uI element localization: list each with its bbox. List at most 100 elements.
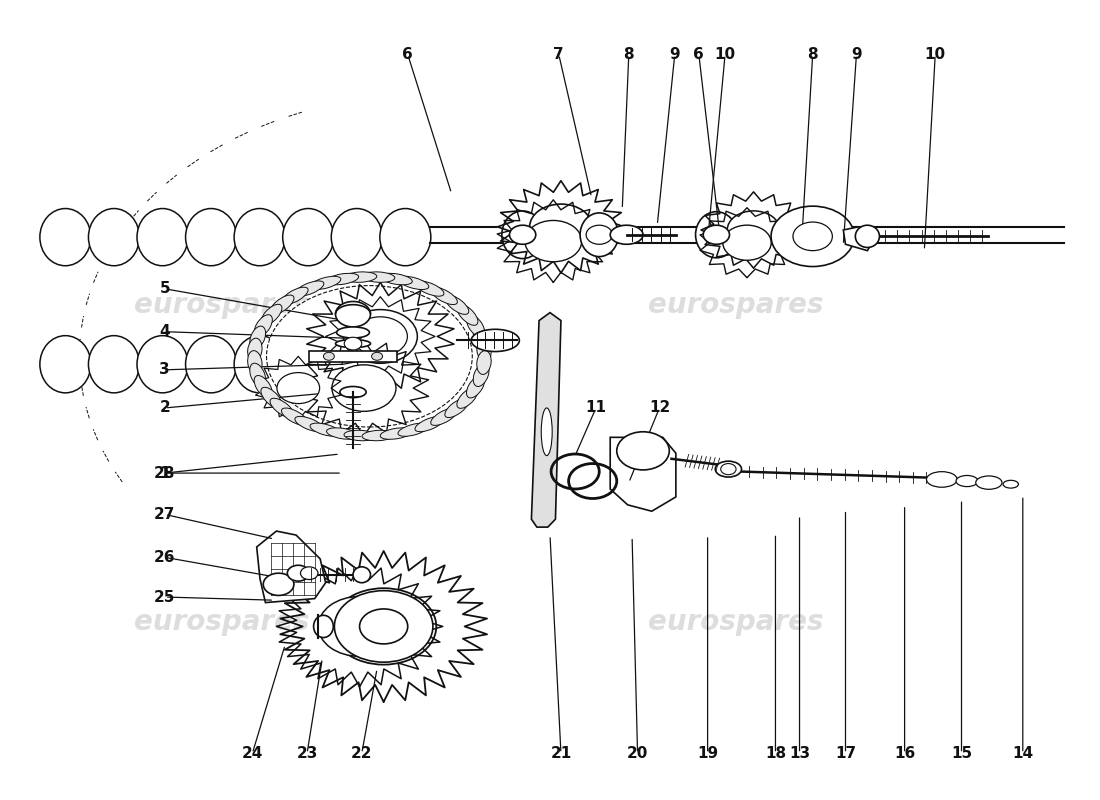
Text: 14: 14: [1012, 746, 1033, 761]
Ellipse shape: [415, 281, 444, 296]
Ellipse shape: [344, 430, 377, 441]
Ellipse shape: [336, 340, 371, 347]
Polygon shape: [280, 551, 487, 702]
Ellipse shape: [466, 375, 485, 398]
Polygon shape: [256, 531, 326, 602]
Ellipse shape: [353, 567, 371, 582]
Circle shape: [263, 573, 294, 595]
Ellipse shape: [695, 212, 737, 258]
Circle shape: [372, 352, 383, 360]
Circle shape: [287, 566, 309, 581]
Text: 20: 20: [627, 746, 648, 761]
Text: 19: 19: [697, 746, 718, 761]
Ellipse shape: [444, 295, 469, 314]
Ellipse shape: [88, 336, 140, 393]
Polygon shape: [844, 227, 876, 250]
Circle shape: [334, 590, 433, 662]
Text: 13: 13: [789, 746, 810, 761]
Text: 25: 25: [154, 590, 175, 605]
Text: 9: 9: [670, 47, 680, 62]
Text: 8: 8: [807, 47, 818, 62]
Ellipse shape: [254, 375, 273, 398]
Text: 21: 21: [550, 746, 572, 761]
Text: 2: 2: [160, 401, 170, 415]
Polygon shape: [531, 313, 561, 527]
Ellipse shape: [88, 209, 140, 266]
Polygon shape: [700, 208, 794, 278]
Ellipse shape: [381, 428, 412, 439]
Ellipse shape: [234, 336, 285, 393]
Circle shape: [720, 463, 736, 474]
Text: 28: 28: [154, 466, 175, 481]
Ellipse shape: [610, 226, 643, 244]
Ellipse shape: [40, 209, 91, 266]
Ellipse shape: [186, 336, 236, 393]
Ellipse shape: [398, 423, 429, 436]
Text: 16: 16: [894, 746, 915, 761]
Ellipse shape: [282, 408, 308, 426]
Ellipse shape: [1003, 480, 1019, 488]
Polygon shape: [701, 192, 806, 268]
Ellipse shape: [476, 350, 492, 374]
Circle shape: [277, 373, 320, 403]
Text: 7: 7: [553, 47, 564, 62]
Ellipse shape: [234, 209, 285, 266]
Circle shape: [353, 317, 407, 356]
Polygon shape: [307, 282, 454, 390]
Ellipse shape: [310, 423, 341, 436]
Ellipse shape: [254, 314, 273, 337]
Polygon shape: [497, 200, 609, 282]
Ellipse shape: [715, 461, 741, 477]
Ellipse shape: [314, 615, 333, 638]
Ellipse shape: [856, 226, 879, 247]
Circle shape: [723, 225, 771, 260]
Text: 5: 5: [160, 282, 170, 296]
Ellipse shape: [362, 430, 395, 441]
Ellipse shape: [381, 274, 412, 285]
Text: 12: 12: [649, 401, 670, 415]
Ellipse shape: [327, 428, 359, 439]
Ellipse shape: [138, 336, 188, 393]
Circle shape: [771, 206, 855, 266]
Ellipse shape: [337, 327, 370, 338]
Bar: [309, 350, 397, 362]
Ellipse shape: [956, 475, 978, 486]
Ellipse shape: [271, 295, 294, 314]
Ellipse shape: [431, 408, 458, 426]
Polygon shape: [299, 341, 429, 436]
Ellipse shape: [431, 287, 458, 305]
Polygon shape: [610, 438, 675, 511]
Ellipse shape: [266, 286, 472, 427]
Text: 26: 26: [154, 550, 176, 565]
Circle shape: [525, 221, 582, 262]
Ellipse shape: [456, 387, 477, 408]
Circle shape: [300, 567, 318, 579]
Polygon shape: [497, 181, 625, 273]
Circle shape: [793, 222, 833, 250]
Ellipse shape: [271, 398, 294, 418]
Circle shape: [336, 302, 371, 327]
Ellipse shape: [471, 330, 519, 351]
Ellipse shape: [541, 408, 552, 456]
Ellipse shape: [283, 209, 333, 266]
Ellipse shape: [250, 363, 265, 386]
Text: 11: 11: [585, 401, 606, 415]
Ellipse shape: [295, 281, 323, 296]
Ellipse shape: [261, 387, 282, 408]
Text: eurospares: eurospares: [648, 290, 824, 318]
Ellipse shape: [502, 211, 543, 258]
Ellipse shape: [186, 209, 236, 266]
Ellipse shape: [310, 276, 341, 290]
Polygon shape: [276, 566, 442, 686]
Text: 18: 18: [764, 746, 786, 761]
Ellipse shape: [248, 350, 262, 374]
Ellipse shape: [344, 272, 377, 282]
Circle shape: [617, 432, 669, 470]
Ellipse shape: [327, 274, 359, 285]
Ellipse shape: [379, 209, 431, 266]
Ellipse shape: [476, 338, 492, 362]
Ellipse shape: [415, 417, 444, 432]
Text: 4: 4: [160, 324, 170, 339]
Circle shape: [529, 204, 592, 250]
Text: 27: 27: [154, 507, 175, 522]
